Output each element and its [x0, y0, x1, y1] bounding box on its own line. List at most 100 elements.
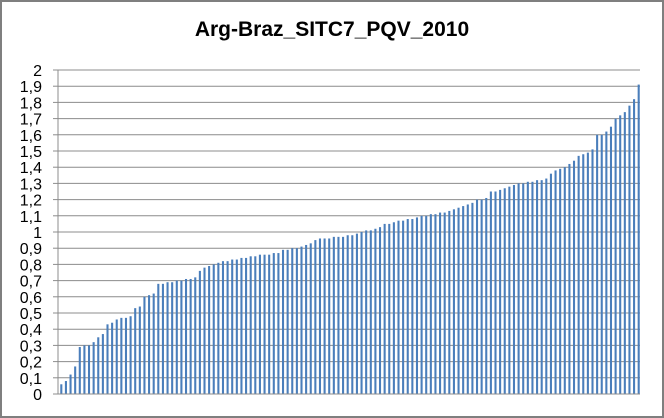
bar [189, 278, 192, 394]
bar [83, 345, 86, 394]
y-tick-label: 0,8 [20, 257, 42, 274]
bar [194, 277, 197, 394]
bar [157, 283, 160, 394]
bar [314, 240, 317, 394]
bar [198, 270, 201, 394]
bar [614, 118, 617, 394]
bar [74, 366, 77, 394]
bar [281, 249, 285, 394]
bar [355, 233, 358, 394]
bar [92, 342, 95, 394]
y-tick-label: 1,5 [20, 144, 42, 161]
bars [60, 84, 640, 395]
bar [406, 219, 409, 394]
bar [138, 306, 141, 394]
y-tick-label: 0 [33, 387, 42, 404]
bar [124, 317, 128, 394]
bar [452, 209, 455, 394]
y-tick-label: 1,4 [20, 160, 42, 177]
bar [457, 207, 460, 394]
bar [323, 238, 326, 394]
bar [499, 189, 502, 394]
bar [101, 334, 104, 394]
y-tick-label: 0,6 [20, 290, 42, 307]
bar [120, 317, 123, 394]
bar [305, 244, 308, 394]
y-tick-label: 1,2 [20, 193, 42, 210]
bar [628, 105, 631, 394]
bar [148, 295, 151, 394]
bar [596, 134, 599, 395]
axes [53, 69, 640, 395]
y-tick-label: 0,9 [20, 241, 42, 258]
bar [443, 212, 446, 394]
bar [365, 230, 368, 394]
bar [171, 282, 174, 394]
y-tick-label: 0,7 [20, 274, 42, 291]
bar [87, 345, 91, 394]
bar [263, 254, 266, 394]
bar [106, 324, 109, 394]
bar [480, 199, 483, 394]
bar [600, 134, 603, 395]
bar [64, 381, 67, 394]
bar [429, 214, 432, 394]
bar [60, 384, 63, 394]
bar [351, 235, 354, 394]
bar [623, 112, 626, 395]
bar [78, 347, 81, 394]
y-tick-label: 2 [33, 63, 42, 80]
bar [609, 126, 613, 394]
bar [184, 278, 188, 394]
bar [434, 214, 437, 394]
bar [485, 197, 488, 394]
bar [572, 160, 576, 394]
bar [291, 248, 294, 394]
bar [397, 220, 400, 394]
y-tick-label: 0,1 [20, 371, 42, 388]
bar [494, 191, 497, 394]
bar [420, 215, 423, 394]
bar [619, 115, 622, 395]
bar [208, 266, 211, 394]
y-tick-label: 1,8 [20, 95, 42, 112]
bar [134, 308, 137, 394]
y-tick-label: 1,9 [20, 79, 42, 96]
bar [586, 152, 589, 394]
bar [346, 235, 349, 394]
bar [605, 131, 608, 394]
bar [143, 296, 146, 394]
bar [577, 155, 580, 394]
bar [531, 181, 534, 394]
bar [559, 168, 562, 394]
bar [549, 173, 552, 394]
chart-title: Arg-Braz_SITC7_PQV_2010 [194, 18, 470, 41]
bar [471, 202, 474, 394]
bar [203, 267, 206, 394]
bar [175, 280, 178, 394]
bar [300, 246, 303, 394]
bar [425, 215, 428, 394]
bar [439, 212, 442, 394]
bar [97, 337, 100, 394]
bar [221, 261, 225, 394]
bar [582, 154, 585, 394]
bar [231, 259, 234, 394]
bar [295, 248, 298, 394]
bar [466, 204, 469, 394]
bar [526, 181, 529, 394]
bar [342, 236, 345, 394]
gridlines [58, 69, 640, 379]
bar [503, 188, 506, 394]
bar [360, 232, 363, 394]
bar [512, 185, 516, 394]
bar [161, 283, 164, 394]
y-tick-label: 0,3 [20, 338, 42, 355]
bar [591, 149, 594, 394]
bar [286, 249, 289, 394]
bar [563, 167, 566, 394]
y-tick-label: 1,7 [20, 112, 42, 129]
bar [637, 84, 640, 394]
y-tick-label: 1,6 [20, 128, 42, 145]
